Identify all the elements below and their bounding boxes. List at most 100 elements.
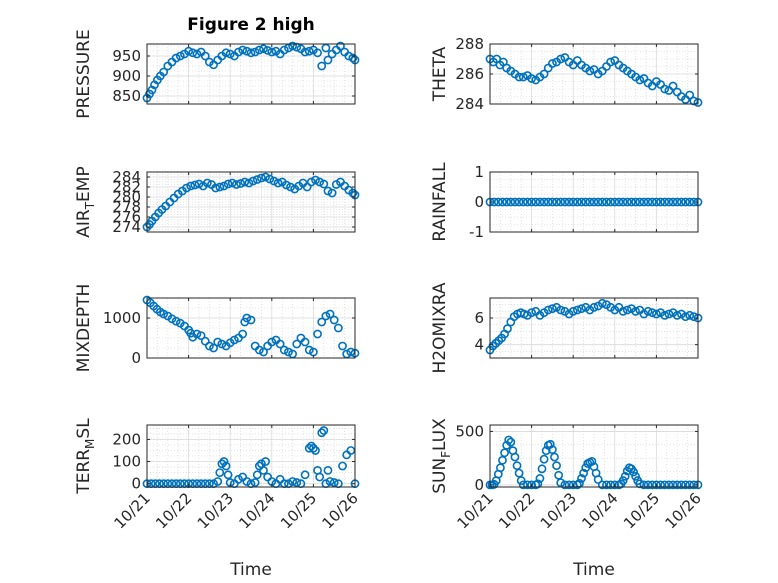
data-point bbox=[556, 305, 566, 315]
data-point bbox=[554, 470, 564, 480]
x-axis-label-right: Time bbox=[572, 560, 615, 580]
axes-box bbox=[489, 297, 699, 359]
data-point bbox=[171, 53, 181, 63]
y-tick-label: 286 bbox=[455, 65, 484, 83]
data-point bbox=[329, 315, 339, 325]
data-point bbox=[252, 175, 262, 184]
data-point bbox=[213, 477, 223, 486]
data-point bbox=[292, 339, 302, 349]
data-point bbox=[681, 480, 690, 490]
y-tick-label: -1 bbox=[469, 223, 484, 241]
subplot-mixdepth: 0 1000 MIXDEPTH bbox=[74, 284, 360, 372]
data-point bbox=[279, 45, 289, 55]
data-point bbox=[572, 197, 582, 207]
data-point bbox=[585, 197, 595, 207]
data-point bbox=[213, 337, 223, 347]
data-point bbox=[329, 478, 339, 487]
data-point bbox=[348, 53, 358, 63]
data-point bbox=[498, 197, 507, 207]
data-point bbox=[219, 457, 229, 466]
data-point bbox=[315, 177, 325, 187]
data-point bbox=[660, 197, 670, 207]
data-point bbox=[225, 49, 235, 59]
data-point bbox=[267, 47, 277, 57]
axes-box bbox=[146, 171, 356, 233]
y-axis-label: H2OMIXRA bbox=[430, 282, 450, 373]
data-point bbox=[254, 45, 264, 55]
data-point bbox=[618, 306, 628, 316]
data-point bbox=[635, 197, 645, 207]
data-point bbox=[215, 468, 225, 478]
y-tick-label: 0 bbox=[131, 475, 141, 493]
data-point bbox=[263, 46, 273, 55]
y-tick-label: 200 bbox=[112, 430, 141, 448]
data-point bbox=[503, 324, 512, 334]
data-point bbox=[537, 464, 547, 474]
data-point bbox=[635, 75, 645, 85]
data-point bbox=[614, 197, 624, 207]
data-point bbox=[273, 178, 283, 188]
data-point bbox=[527, 480, 536, 490]
data-point bbox=[581, 197, 591, 207]
data-point bbox=[668, 197, 678, 207]
data-point bbox=[250, 47, 260, 57]
data-point bbox=[304, 345, 314, 355]
data-point bbox=[323, 465, 333, 475]
y-tick-label: 500 bbox=[455, 422, 484, 440]
data-point bbox=[495, 463, 505, 473]
data-point bbox=[269, 176, 279, 186]
data-point bbox=[288, 41, 297, 51]
data-point bbox=[577, 474, 586, 483]
data-point bbox=[194, 179, 204, 189]
data-point bbox=[548, 304, 557, 314]
data-point bbox=[333, 323, 343, 333]
data-point bbox=[527, 308, 536, 318]
data-point bbox=[259, 465, 268, 475]
data-point bbox=[514, 197, 524, 207]
data-point bbox=[643, 306, 653, 316]
data-point bbox=[548, 59, 557, 68]
data-point bbox=[618, 197, 628, 207]
y-tick-label: 900 bbox=[112, 67, 141, 85]
data-point bbox=[202, 178, 212, 188]
subplot-h2omixra: 4 6 H2OMIXRA bbox=[430, 282, 703, 374]
data-point bbox=[184, 46, 193, 56]
axes-box bbox=[146, 297, 356, 359]
data-point bbox=[256, 173, 266, 183]
data-point bbox=[568, 306, 578, 316]
data-point bbox=[300, 337, 310, 347]
data-point bbox=[602, 197, 611, 207]
y-axis-label: TERRMSL bbox=[74, 418, 97, 495]
data-point bbox=[250, 478, 260, 487]
data-point bbox=[652, 309, 661, 319]
data-point bbox=[631, 306, 640, 316]
data-point bbox=[223, 470, 233, 480]
data-point bbox=[242, 313, 252, 323]
data-point bbox=[504, 435, 514, 445]
data-point bbox=[518, 197, 528, 207]
data-point bbox=[311, 175, 320, 185]
data-point bbox=[281, 180, 291, 190]
data-point bbox=[182, 183, 191, 193]
data-point bbox=[577, 304, 586, 314]
axes-box bbox=[489, 424, 699, 488]
data-point bbox=[498, 455, 507, 465]
data-point bbox=[643, 197, 653, 207]
data-point bbox=[572, 480, 582, 490]
data-point bbox=[672, 197, 682, 207]
data-point bbox=[523, 480, 532, 490]
y-tick-label: 288 bbox=[455, 35, 484, 53]
data-point bbox=[639, 197, 649, 207]
data-point bbox=[308, 443, 318, 453]
data-point bbox=[685, 310, 695, 320]
data-point bbox=[543, 305, 553, 315]
data-point bbox=[338, 341, 347, 351]
data-point bbox=[259, 347, 268, 357]
data-point bbox=[286, 182, 295, 192]
data-point bbox=[577, 197, 586, 207]
data-point bbox=[306, 177, 316, 187]
data-point bbox=[325, 477, 335, 486]
y-tick-label: 6 bbox=[474, 309, 484, 327]
y-tick-label: 276 bbox=[112, 208, 141, 226]
